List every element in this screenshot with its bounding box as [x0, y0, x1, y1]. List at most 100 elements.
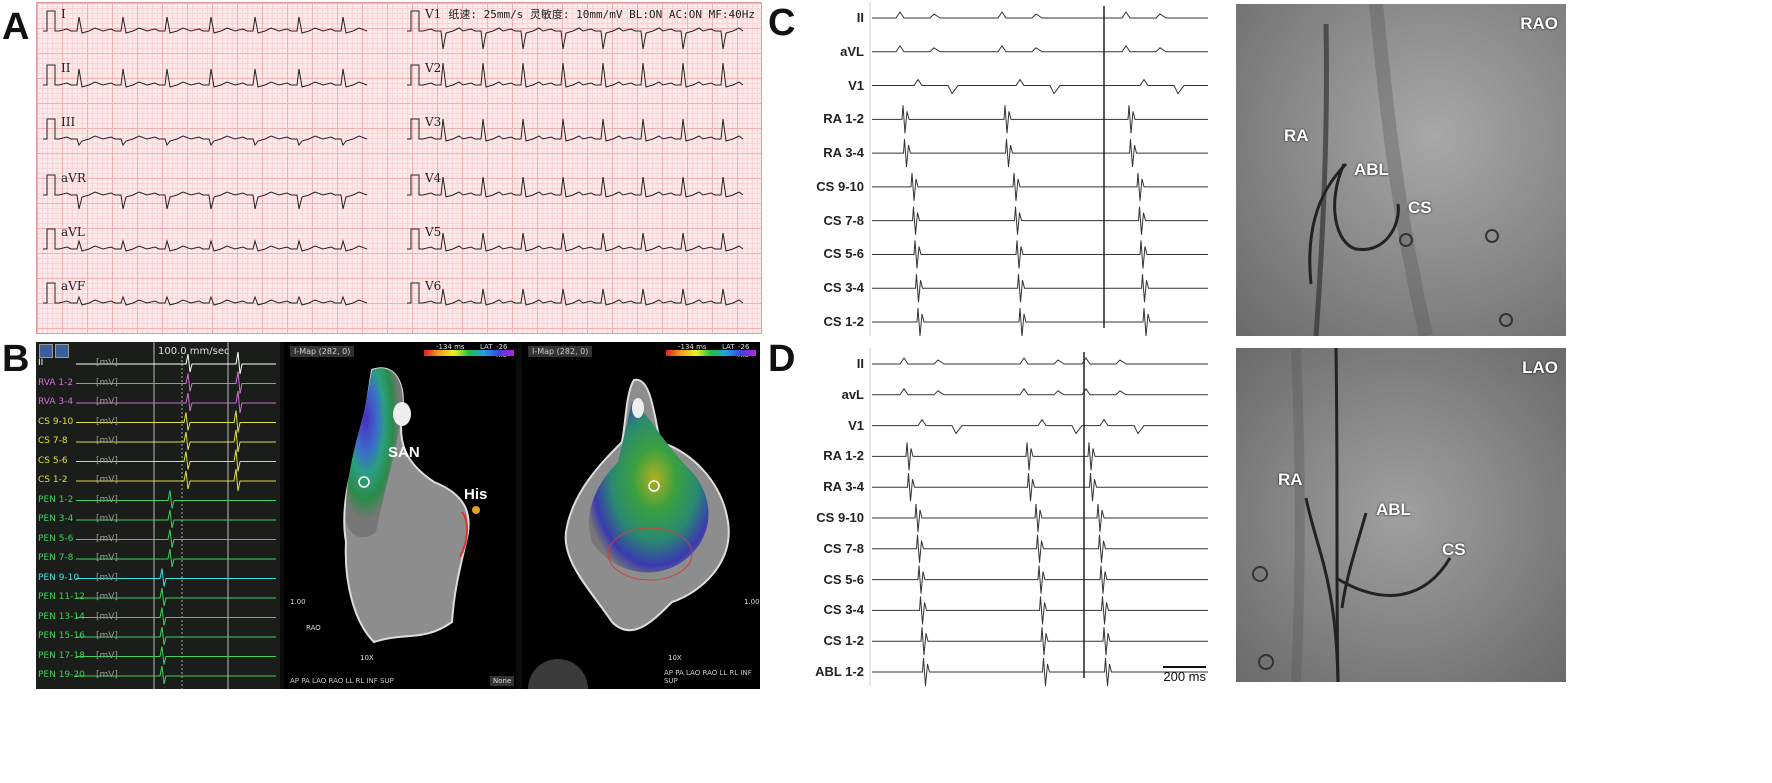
time-scale-bar: 200 ms: [1163, 666, 1206, 684]
ecg-lead-label: aVL: [61, 225, 85, 239]
tool-icon[interactable]: [39, 344, 53, 358]
ecg-lead-label: V5: [425, 225, 442, 239]
egm-unit-label: [mV]: [96, 455, 118, 466]
map-selector[interactable]: I-Map (282, 0): [290, 346, 355, 357]
egm-channel-label: RA 3-4: [823, 145, 864, 161]
egm-trace: [872, 307, 1208, 336]
ecg-lead-trace: [43, 174, 368, 210]
panel-label-c: C: [768, 2, 796, 44]
ecg-12-lead-panel: 纸速: 25mm/s 灵敏度: 10mm/mV BL:ON AC:ON MF:4…: [36, 2, 762, 334]
catheter-shadows-f: [1252, 348, 1452, 682]
egm-unit-label: [mV]: [96, 592, 118, 602]
cs-label-f: CS: [1442, 540, 1466, 559]
panel-label-b: B: [2, 338, 30, 380]
view-label-lao: LAO: [1522, 358, 1558, 377]
abl-label-f: ABL: [1376, 500, 1411, 519]
egm-channel-label: CS 7-8: [823, 540, 864, 556]
ecg-lead-label: II: [61, 61, 71, 75]
zoom-scale: 10X: [360, 654, 374, 662]
sweep-speed: 100.0 mm/sec: [158, 346, 230, 357]
egm-channel-trace: [76, 607, 276, 626]
ecg-lead-trace: [407, 62, 744, 88]
egm-channel-trace: [76, 351, 276, 375]
egm-channel-strip: 100.0 mm/sec II [mV] RVA 1-2 [mV] RVA 3-4 [mV…: [36, 342, 280, 689]
egm-trace: [872, 442, 1208, 471]
egm-trace: [872, 78, 1208, 95]
ecg-lead-trace: [407, 228, 744, 252]
lat-map-lao[interactable]: I-Map (282, 0) -134 ms LAT -26 ms 1.00 1…: [522, 342, 760, 689]
egm-channel-label: V1: [848, 77, 864, 93]
settings-icon[interactable]: [55, 344, 69, 358]
panel-label-d: D: [768, 338, 796, 380]
egm-channel-label: PEN 17-18: [38, 650, 85, 661]
egm-channel-label: II: [856, 10, 864, 25]
egm-channel-trace: [76, 529, 276, 548]
egm-unit-label: [mV]: [96, 514, 118, 524]
egm-trace: [872, 206, 1208, 235]
egm-channel-trace: [76, 665, 276, 685]
egm-unit-label: [mV]: [96, 397, 118, 407]
egm-channel-label: RA 1-2: [823, 448, 864, 464]
egm-unit-label: [mV]: [96, 533, 118, 544]
egm-trace: [872, 44, 1208, 53]
catheter-shadows-e: [1308, 4, 1513, 336]
egm-trace: [872, 172, 1208, 201]
ecg-lead-trace: [43, 282, 368, 306]
ecg-lead-trace: [43, 228, 368, 252]
egm-unit-label: [mV]: [96, 416, 118, 427]
map-selector-2[interactable]: I-Map (282, 0): [528, 346, 593, 357]
egm-channel-label: CS 1-2: [38, 475, 68, 485]
view-buttons-2[interactable]: AP PA LAO RAO LL RL INF SUP: [664, 669, 752, 685]
egm-channel-label: RVA 3-4: [38, 397, 74, 407]
egm-channel-label: PEN 5-6: [38, 533, 74, 544]
egm-channel-label: PEN 15-16: [38, 631, 85, 641]
egm-channel-trace: [76, 626, 276, 646]
ecg-lead-trace: [407, 282, 744, 306]
electroanatomic-mapping-panel: 100.0 mm/sec II [mV] RVA 1-2 [mV] RVA 3-4 [mV…: [36, 342, 760, 689]
egm-channel-label: PEN 13-14: [38, 611, 85, 622]
egm-channel-trace: [76, 410, 276, 433]
egm-trace: [872, 657, 1208, 686]
lat-color-bar-2: [666, 350, 756, 356]
ecg-lead-label: aVF: [61, 279, 86, 293]
egm-channel-label: PEN 19-20: [38, 670, 85, 680]
lat-map-rao[interactable]: I-Map (282, 0) -134 ms LAT -26 ms SAN Hi…: [284, 342, 516, 689]
zoom-scale-2: 10X: [668, 654, 682, 662]
egm-trace: [872, 357, 1208, 365]
ecg-lead-label: III: [61, 115, 76, 129]
ecg-lead-label: V6: [425, 279, 442, 293]
egm-channel-label: PEN 11-12: [38, 592, 85, 602]
egm-channel-trace: [76, 371, 276, 394]
egm-channel-label: aVL: [840, 43, 864, 59]
ecg-lead-trace: [43, 64, 368, 88]
ecg-lead-trace: [43, 10, 368, 34]
ecg-lead-trace: [407, 174, 744, 198]
egm-channel-trace: [76, 587, 276, 607]
egm-unit-label: [mV]: [96, 572, 118, 583]
egm-unit-label: [mV]: [96, 358, 118, 368]
none-selector[interactable]: None: [490, 676, 515, 686]
egm-channel-label: V1: [848, 417, 864, 433]
lat-title: LAT: [480, 343, 493, 351]
egm-trace: [872, 240, 1208, 269]
egm-trace: [872, 11, 1208, 19]
ecg-lead-label: V2: [425, 61, 442, 75]
ra-shell-rao: [343, 367, 480, 644]
egm-trace: [872, 274, 1208, 303]
egm-channel-trace: [76, 568, 276, 587]
view-buttons[interactable]: AP PA LAO RAO LL RL INF SUP: [290, 677, 394, 685]
egm-channel-label: CS 1-2: [823, 314, 864, 329]
egm-channel-trace: [76, 390, 276, 414]
egm-channel-label: CS 5-6: [38, 455, 68, 466]
egm-channel-label: PEN 7-8: [38, 553, 74, 563]
egm-channel-label: ABL 1-2: [815, 664, 864, 679]
egm-channel-label: II: [38, 358, 44, 368]
egm-channel-trace: [76, 429, 276, 453]
lat-min-label: -134 ms: [436, 343, 465, 351]
egm-unit-label: [mV]: [96, 650, 118, 661]
ra-label-e: RA: [1284, 126, 1309, 145]
egm-channel-label: CS 9-10: [816, 510, 864, 525]
egm-channel-label: CS 7-8: [823, 212, 864, 228]
ecg-lead-label: I: [61, 7, 66, 21]
egm-traces-d: [869, 348, 1208, 686]
